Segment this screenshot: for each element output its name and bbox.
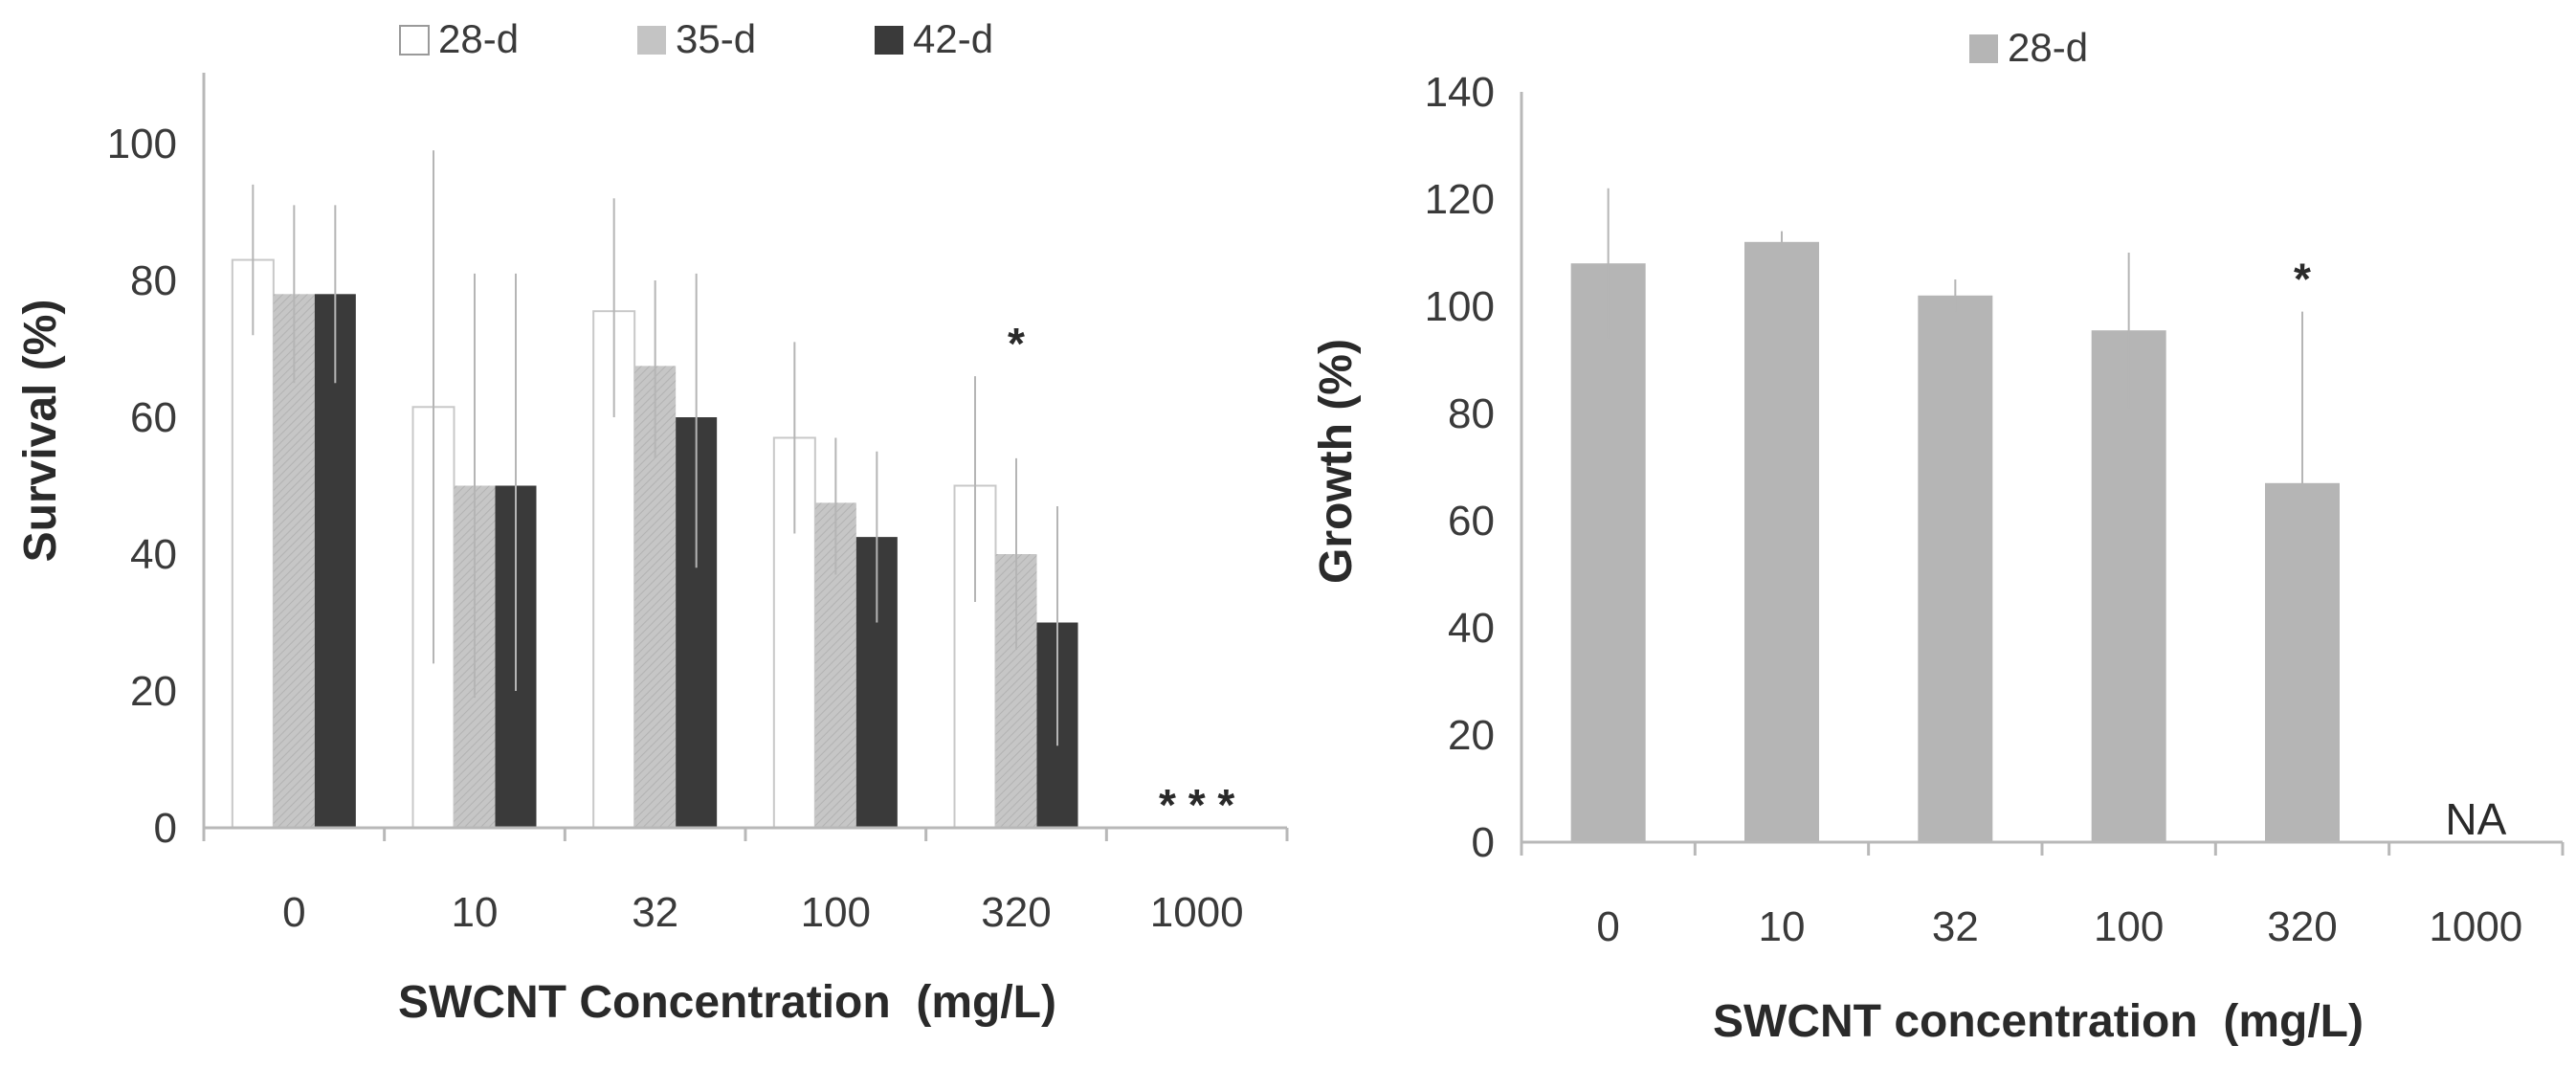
survival-x-tick-marks (202, 828, 1289, 841)
growth-error-bars (1607, 188, 2303, 655)
y-tick-label: 120 (1425, 176, 1495, 223)
significance-annotation: * * * (1159, 780, 1234, 830)
growth-bars (1570, 241, 2340, 843)
y-tick-label: 100 (107, 121, 177, 167)
y-tick-label: 60 (130, 394, 177, 441)
x-tick-label: 0 (282, 889, 305, 936)
growth-y-tick-labels: 0 20 40 60 80 100 120 140 (1425, 69, 1495, 866)
legend-label: 35-d (676, 16, 756, 61)
growth-x-tick-labels: 0 10 32 100 320 1000 (1596, 903, 2522, 950)
bar-28-d-0 (1570, 263, 1646, 842)
bar-28-d-0 (231, 258, 275, 829)
y-tick-label: 40 (130, 531, 177, 578)
y-tick-label: 0 (154, 805, 177, 852)
y-tick-label: 80 (130, 257, 177, 304)
x-tick-label: 100 (801, 889, 871, 936)
growth-y-axis-title: Growth (%) (1311, 339, 1362, 584)
y-tick-label: 140 (1425, 69, 1495, 116)
growth-legend: 28-d (1969, 25, 2088, 70)
significance-annotation: NA (2445, 794, 2506, 844)
y-tick-label: 0 (1472, 819, 1495, 866)
x-tick-label: 32 (632, 889, 678, 936)
bar-28-d-100 (2091, 330, 2166, 842)
growth-x-tick-marks (1520, 842, 2565, 856)
significance-annotation: * (1008, 319, 1025, 368)
growth-chart: 0 20 40 60 80 100 120 140 0 10 32 100 320 1000 Growt… (1311, 25, 2565, 1047)
y-tick-label: 20 (130, 668, 177, 715)
x-tick-label: 320 (981, 889, 1051, 936)
y-tick-label: 20 (1448, 712, 1495, 759)
significance-annotation: * (2294, 255, 2311, 304)
bar-28-d-10 (1744, 241, 1819, 843)
x-tick-label: 32 (1932, 903, 1979, 950)
legend-label: 28-d (438, 16, 519, 61)
x-tick-label: 320 (2267, 903, 2337, 950)
y-tick-label: 40 (1448, 605, 1495, 652)
growth-annotations: * NA (2294, 255, 2507, 844)
survival-chart: 0 20 40 60 80 100 0 10 32 100 320 1000 Survival (%… (15, 16, 1289, 1028)
survival-x-axis-title: SWCNT Concentration (mg/L) (398, 977, 1056, 1028)
x-tick-label: 0 (1596, 903, 1619, 950)
legend-label: 28-d (2008, 25, 2088, 70)
survival-y-axis-title: Survival (%) (15, 300, 66, 563)
y-tick-label: 80 (1448, 390, 1495, 437)
legend-swatch-35-d (637, 26, 666, 55)
legend-swatch-28-d (399, 25, 430, 56)
x-tick-label: 100 (2094, 903, 2164, 950)
survival-annotations: * * * * (1008, 319, 1234, 830)
x-tick-label: 1000 (2429, 903, 2522, 950)
y-tick-label: 100 (1425, 283, 1495, 330)
legend-swatch-42-d (875, 26, 903, 55)
survival-x-tick-labels: 0 10 32 100 320 1000 (282, 889, 1244, 936)
x-tick-label: 1000 (1150, 889, 1244, 936)
legend-label: 42-d (913, 16, 993, 61)
bar-28-d-32 (1918, 295, 1993, 842)
survival-error-bars (252, 150, 1058, 746)
y-tick-label: 60 (1448, 498, 1495, 545)
growth-x-axis-title: SWCNT concentration (mg/L) (1713, 996, 2364, 1047)
survival-legend: 28-d 35-d 42-d (399, 16, 993, 61)
x-tick-label: 10 (452, 889, 499, 936)
legend-swatch-28-d (1969, 34, 1998, 63)
x-tick-label: 10 (1759, 903, 1806, 950)
survival-y-tick-labels: 0 20 40 60 80 100 (107, 121, 177, 852)
